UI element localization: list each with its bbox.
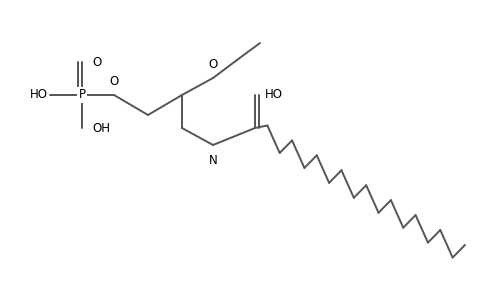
Text: O: O bbox=[109, 75, 119, 88]
Text: HO: HO bbox=[30, 88, 48, 102]
Text: O: O bbox=[208, 58, 217, 71]
Text: O: O bbox=[92, 55, 101, 68]
Text: HO: HO bbox=[264, 88, 282, 102]
Text: N: N bbox=[208, 154, 217, 167]
Text: P: P bbox=[78, 88, 85, 102]
Text: OH: OH bbox=[92, 122, 110, 135]
